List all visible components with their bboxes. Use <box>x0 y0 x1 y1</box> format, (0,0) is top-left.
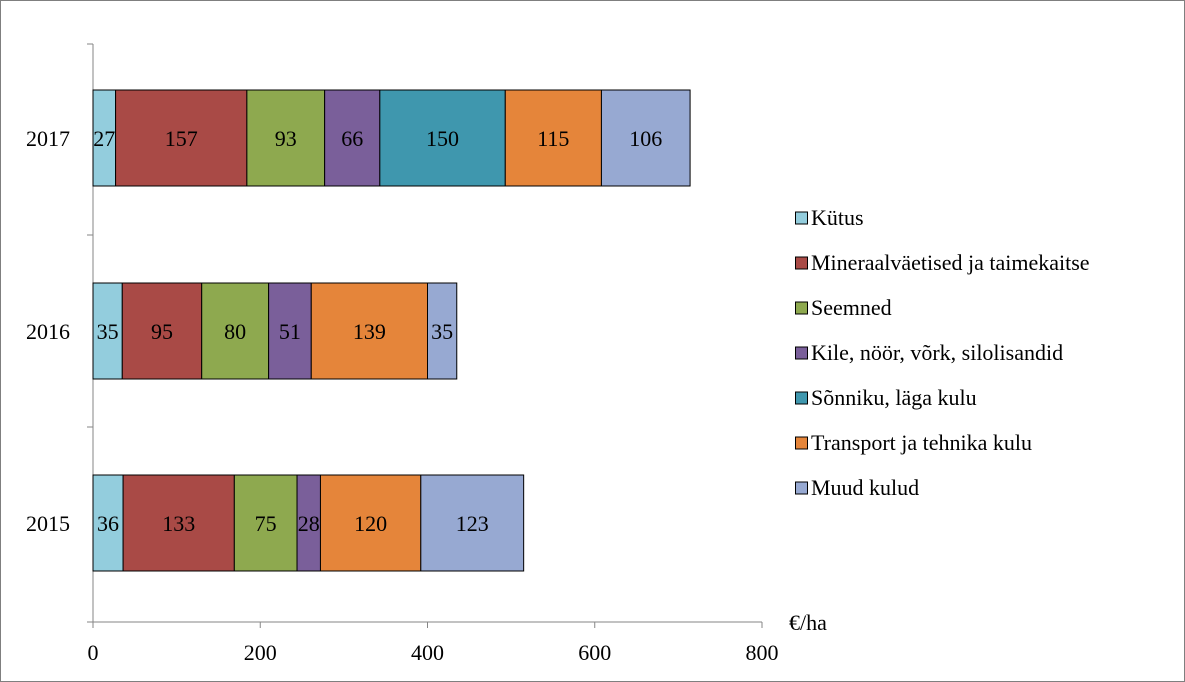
bar-segment <box>92 474 124 572</box>
legend-label: Kütus <box>811 205 864 230</box>
bar-segment <box>504 89 602 187</box>
bar-segment <box>379 89 506 187</box>
bar-segment <box>92 282 123 380</box>
y-category-label: 2017 <box>26 126 70 151</box>
bar-data-label: 93 <box>275 126 297 151</box>
bar-data-label: 35 <box>431 319 453 344</box>
legend-swatch <box>795 346 808 360</box>
bar-segment <box>121 282 203 380</box>
legend-label: Sõnniku, läga kulu <box>811 385 977 410</box>
bar-data-label: 51 <box>279 319 301 344</box>
bar-data-label: 115 <box>537 126 569 151</box>
x-tick-label: 200 <box>244 640 277 665</box>
bar-segment <box>600 89 691 187</box>
legend-label: Transport ja tehnika kulu <box>811 430 1032 455</box>
bar-data-label: 35 <box>97 319 119 344</box>
x-tick-label: 0 <box>88 640 99 665</box>
bar-data-label: 106 <box>629 126 662 151</box>
bar-data-label: 120 <box>354 511 387 536</box>
legend-label: Muud kulud <box>811 475 919 500</box>
bar-data-label: 150 <box>426 126 459 151</box>
legend-swatch <box>795 391 808 405</box>
y-category-label: 2016 <box>26 319 70 344</box>
x-tick-label: 400 <box>411 640 444 665</box>
legend-swatch <box>795 301 808 315</box>
bar-data-label: 95 <box>151 319 173 344</box>
legend-swatch <box>795 256 808 270</box>
bar-segment <box>420 474 525 572</box>
bar-segment <box>201 282 270 380</box>
bar-segment <box>246 89 326 187</box>
bar-data-label: 133 <box>162 511 195 536</box>
bar-data-label: 28 <box>298 511 320 536</box>
bar-data-label: 80 <box>224 319 246 344</box>
bar-data-label: 36 <box>97 511 119 536</box>
bar-data-label: 123 <box>456 511 489 536</box>
bar-segment <box>122 474 235 572</box>
bar-data-label: 66 <box>341 126 363 151</box>
legend-swatch <box>795 436 808 450</box>
bar-segment <box>319 474 422 572</box>
bar-segment <box>233 474 298 572</box>
bar-data-label: 75 <box>255 511 277 536</box>
bar-data-label: 27 <box>93 126 115 151</box>
legend-swatch <box>795 211 808 225</box>
x-tick-label: 800 <box>746 640 779 665</box>
x-tick-label: 600 <box>578 640 611 665</box>
legend-label: Seemned <box>811 295 892 320</box>
legend-label: Kile, nöör, võrk, silolisandid <box>811 340 1063 365</box>
legend-label: Mineraalväetised ja taimekaitse <box>811 250 1090 275</box>
bar-data-label: 139 <box>353 319 386 344</box>
bar-segment <box>310 282 429 380</box>
bar-data-label: 157 <box>165 126 198 151</box>
bar-segment <box>268 282 312 380</box>
bar-segment <box>427 282 458 380</box>
x-axis-unit-label: €/ha <box>789 610 827 635</box>
legend-swatch <box>795 481 808 495</box>
y-category-label: 2015 <box>26 511 70 536</box>
